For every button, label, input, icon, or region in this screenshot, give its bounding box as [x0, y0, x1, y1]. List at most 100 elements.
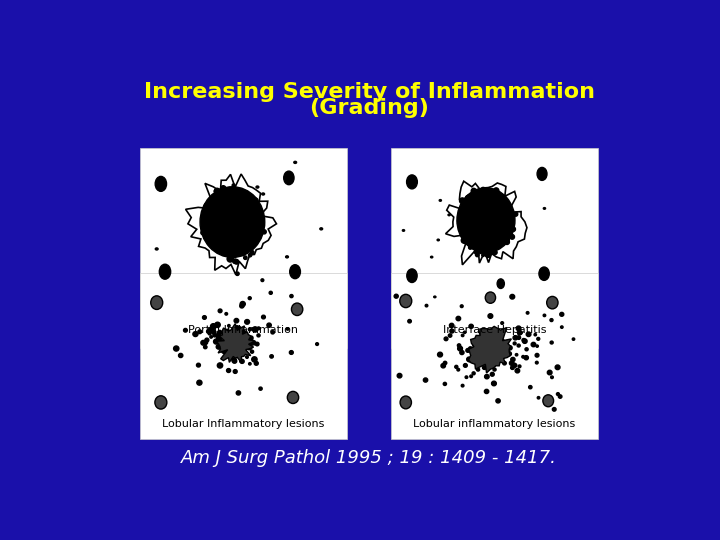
Ellipse shape — [215, 193, 219, 197]
Ellipse shape — [218, 189, 222, 193]
Ellipse shape — [400, 294, 412, 308]
Ellipse shape — [258, 210, 260, 213]
Ellipse shape — [258, 208, 262, 213]
Ellipse shape — [486, 345, 490, 349]
Ellipse shape — [256, 232, 261, 236]
Ellipse shape — [206, 230, 212, 237]
Ellipse shape — [204, 203, 208, 207]
Ellipse shape — [536, 361, 538, 364]
Ellipse shape — [464, 199, 468, 204]
Ellipse shape — [463, 215, 467, 218]
Ellipse shape — [231, 332, 235, 335]
Ellipse shape — [552, 408, 556, 411]
Ellipse shape — [243, 256, 247, 259]
Ellipse shape — [491, 352, 495, 356]
Ellipse shape — [233, 341, 238, 346]
Ellipse shape — [233, 349, 237, 353]
Ellipse shape — [495, 232, 500, 237]
Ellipse shape — [228, 338, 230, 340]
Ellipse shape — [508, 209, 511, 212]
Ellipse shape — [397, 373, 402, 378]
Ellipse shape — [469, 347, 472, 350]
Ellipse shape — [497, 279, 504, 288]
Ellipse shape — [489, 347, 493, 351]
Ellipse shape — [408, 320, 411, 323]
Ellipse shape — [502, 339, 504, 342]
Ellipse shape — [488, 346, 491, 349]
Ellipse shape — [457, 219, 461, 223]
Ellipse shape — [253, 198, 258, 202]
Ellipse shape — [559, 395, 562, 399]
Ellipse shape — [234, 343, 237, 346]
Ellipse shape — [490, 347, 494, 350]
Ellipse shape — [256, 212, 260, 215]
Ellipse shape — [513, 363, 517, 367]
Ellipse shape — [235, 349, 237, 352]
Ellipse shape — [246, 214, 251, 221]
Ellipse shape — [480, 337, 482, 340]
Ellipse shape — [487, 346, 490, 349]
Ellipse shape — [228, 213, 231, 216]
Ellipse shape — [511, 227, 516, 232]
Ellipse shape — [490, 349, 492, 351]
Ellipse shape — [488, 346, 493, 351]
Ellipse shape — [204, 340, 207, 345]
Ellipse shape — [510, 361, 514, 366]
Ellipse shape — [477, 336, 481, 340]
Ellipse shape — [438, 352, 443, 357]
Ellipse shape — [482, 340, 485, 343]
Ellipse shape — [423, 378, 428, 382]
Ellipse shape — [236, 346, 239, 349]
Ellipse shape — [210, 323, 216, 329]
Ellipse shape — [481, 355, 486, 360]
Ellipse shape — [237, 242, 243, 248]
Ellipse shape — [286, 256, 289, 258]
Ellipse shape — [488, 203, 491, 206]
Ellipse shape — [510, 234, 515, 239]
Ellipse shape — [480, 352, 485, 356]
Ellipse shape — [261, 279, 264, 281]
Ellipse shape — [228, 348, 233, 353]
Ellipse shape — [225, 242, 232, 249]
Ellipse shape — [485, 374, 489, 379]
Ellipse shape — [468, 198, 513, 248]
Ellipse shape — [496, 399, 500, 403]
Ellipse shape — [522, 355, 524, 358]
Ellipse shape — [269, 291, 272, 294]
Ellipse shape — [505, 231, 508, 234]
Ellipse shape — [407, 175, 418, 189]
Ellipse shape — [233, 344, 237, 347]
Ellipse shape — [466, 201, 469, 205]
Ellipse shape — [485, 252, 491, 257]
Ellipse shape — [543, 314, 546, 316]
Ellipse shape — [550, 341, 553, 344]
Ellipse shape — [213, 334, 217, 337]
Ellipse shape — [248, 254, 252, 257]
Ellipse shape — [240, 335, 246, 340]
Ellipse shape — [204, 234, 209, 239]
Text: Portal Inflammation: Portal Inflammation — [189, 325, 299, 335]
Ellipse shape — [481, 347, 485, 352]
Ellipse shape — [223, 345, 226, 348]
Ellipse shape — [227, 369, 230, 373]
Ellipse shape — [251, 234, 256, 240]
Ellipse shape — [320, 228, 323, 230]
Ellipse shape — [462, 233, 467, 238]
Ellipse shape — [212, 214, 215, 217]
Ellipse shape — [474, 249, 478, 254]
Ellipse shape — [251, 227, 256, 233]
Ellipse shape — [248, 235, 252, 239]
Ellipse shape — [524, 356, 528, 360]
Ellipse shape — [464, 331, 466, 334]
Ellipse shape — [219, 201, 250, 234]
Ellipse shape — [204, 346, 207, 349]
Ellipse shape — [250, 338, 253, 341]
Ellipse shape — [537, 396, 540, 399]
Ellipse shape — [221, 247, 225, 251]
Ellipse shape — [202, 316, 207, 319]
Ellipse shape — [251, 235, 255, 239]
Ellipse shape — [472, 372, 475, 375]
Ellipse shape — [235, 349, 238, 351]
Ellipse shape — [230, 334, 235, 338]
Ellipse shape — [555, 365, 560, 370]
